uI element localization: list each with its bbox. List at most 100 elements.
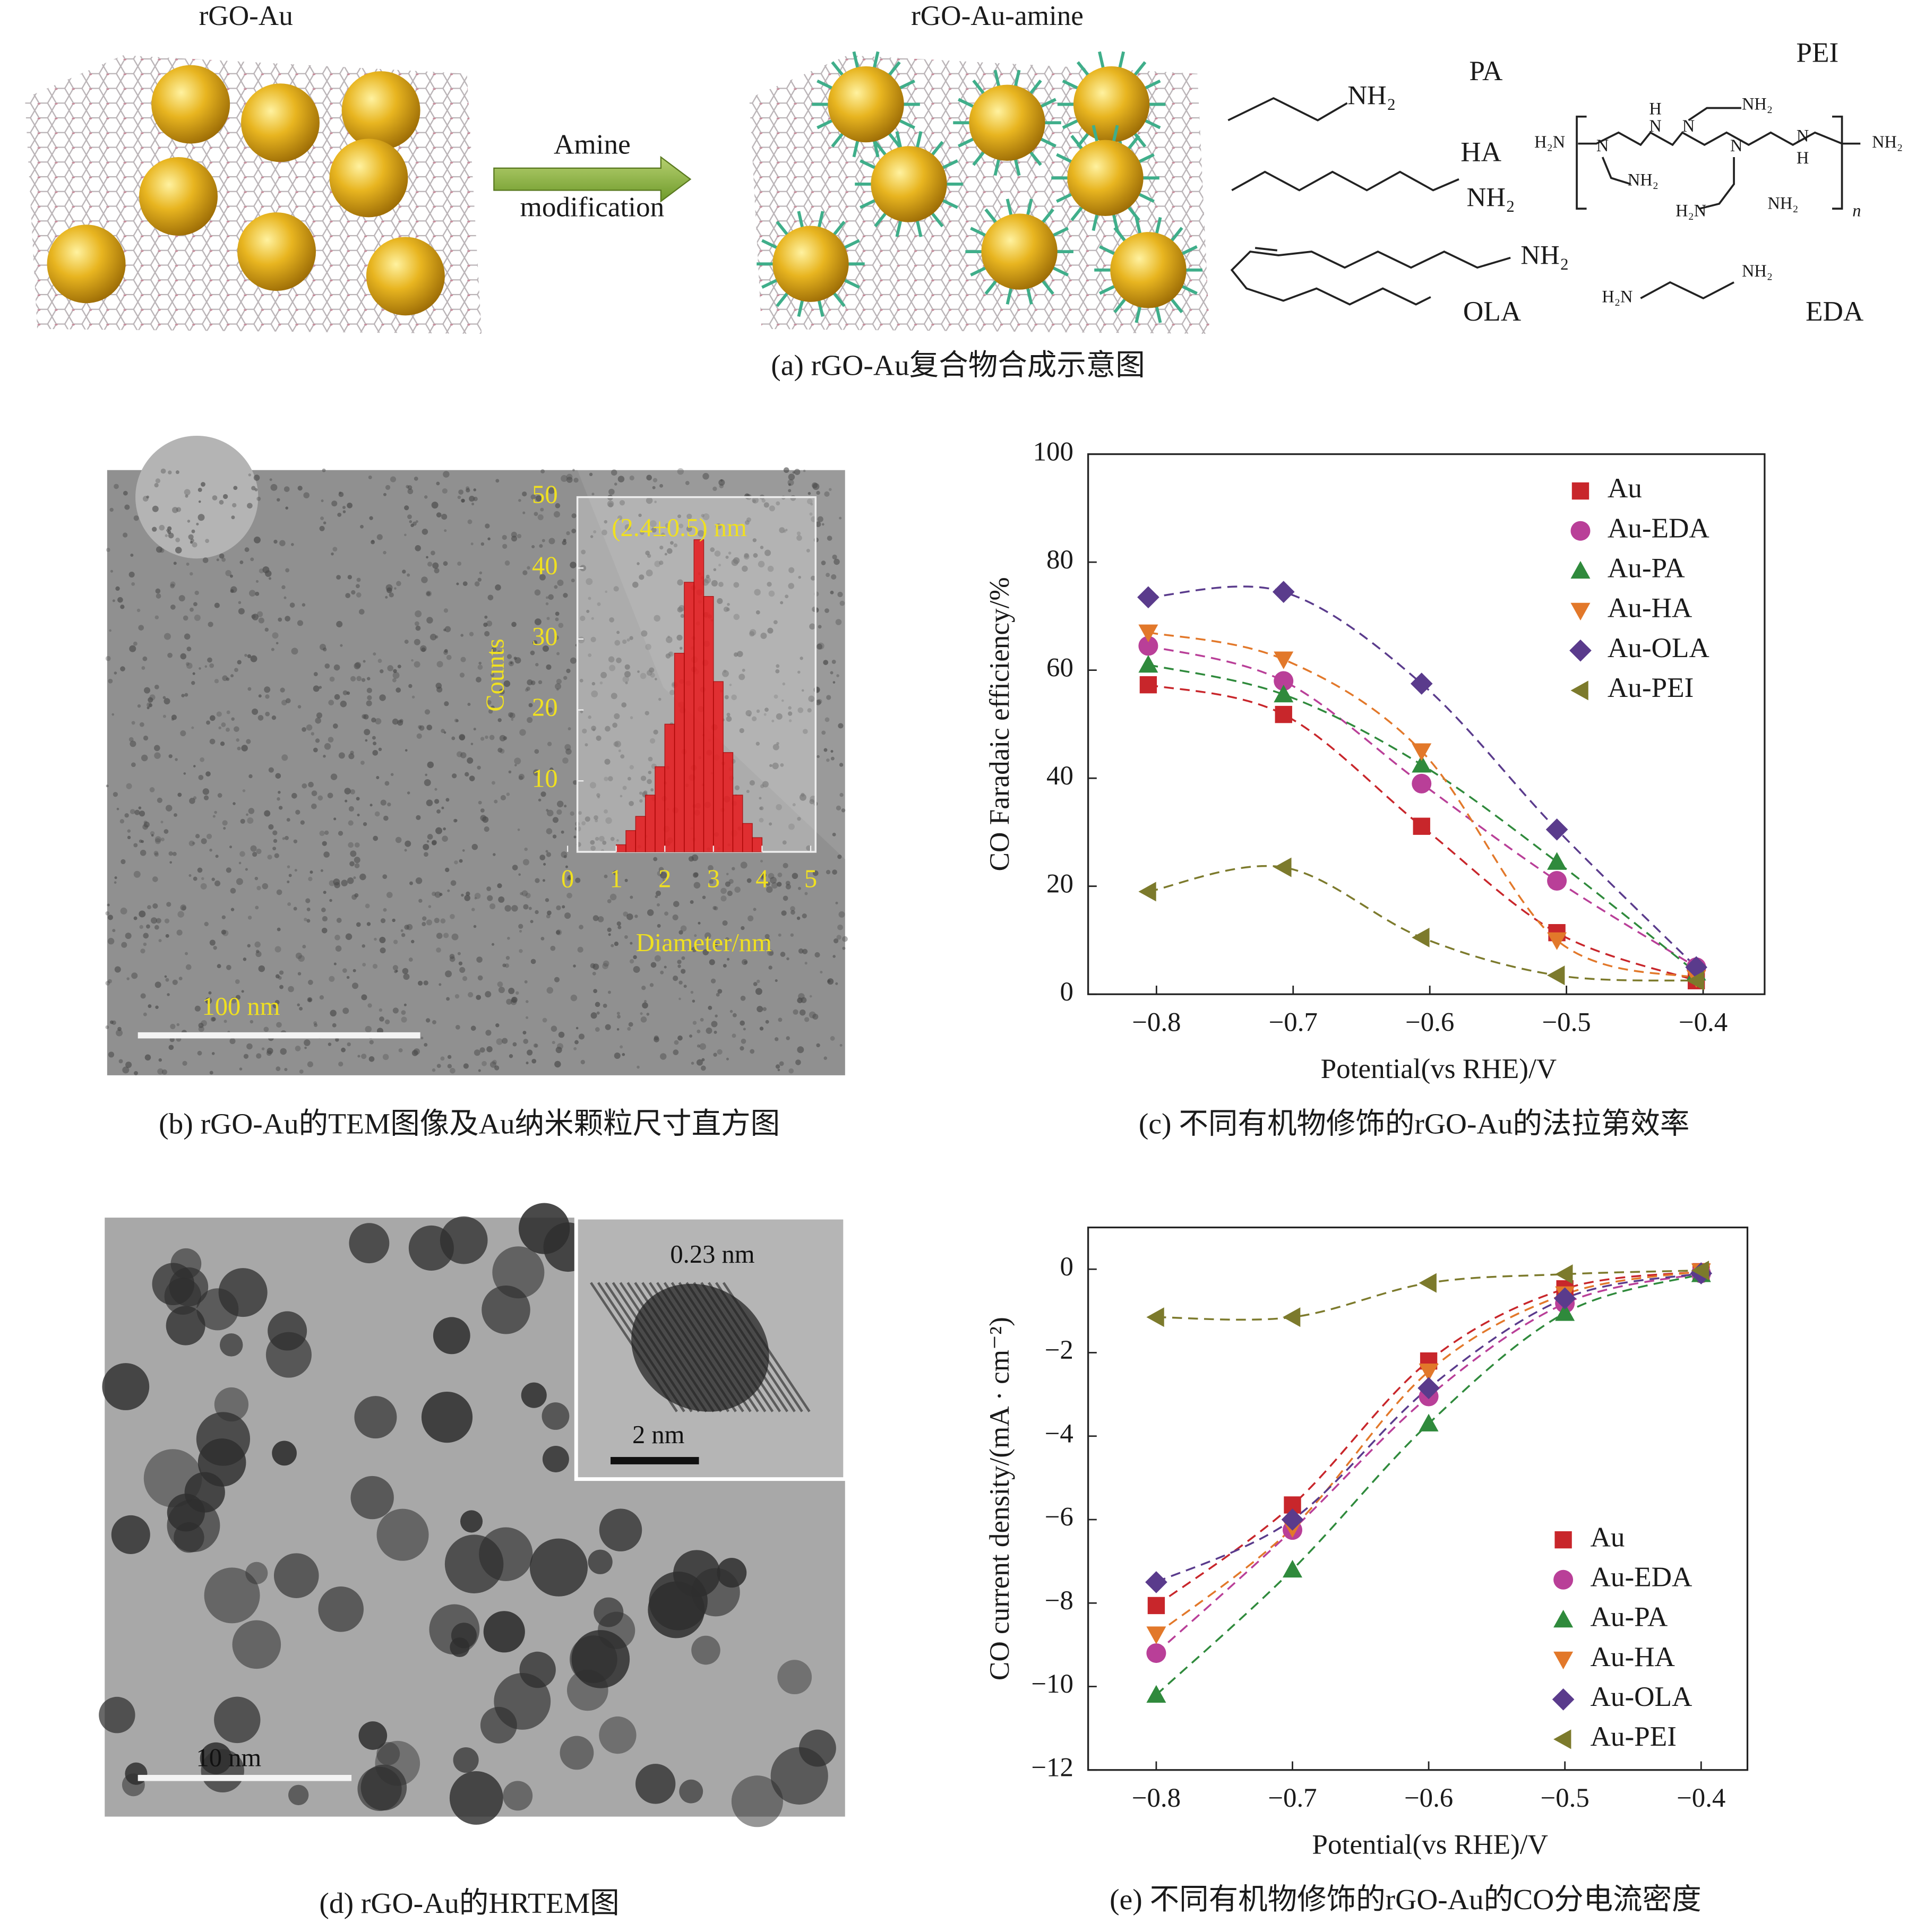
speck — [562, 757, 569, 764]
speck — [277, 797, 280, 801]
speck — [277, 498, 280, 502]
speck — [268, 577, 272, 580]
legend-marker — [1553, 1569, 1574, 1590]
speck — [245, 868, 248, 871]
amine-ligand — [1127, 134, 1140, 150]
amine-ligand — [1155, 217, 1162, 235]
speck — [297, 486, 303, 491]
speck — [487, 537, 491, 540]
speck — [282, 837, 285, 840]
x-tick-label: 3 — [707, 865, 720, 893]
y-tick-label: −10 — [1031, 1669, 1073, 1699]
speck — [842, 936, 848, 942]
speck — [183, 772, 186, 775]
nanoparticle — [460, 1510, 483, 1533]
speck — [369, 516, 373, 520]
speck — [781, 910, 787, 916]
speck — [379, 1016, 384, 1022]
speck — [164, 698, 170, 705]
speck — [308, 781, 314, 788]
speck — [133, 641, 138, 646]
nanoparticle — [350, 1476, 394, 1520]
speck — [732, 1013, 737, 1017]
hist-bar — [635, 816, 646, 852]
speck — [175, 470, 179, 475]
speck — [159, 524, 165, 531]
speck — [196, 522, 199, 526]
speck — [526, 1000, 529, 1003]
amine-ligand — [831, 132, 845, 148]
speck — [380, 799, 386, 806]
speck — [823, 660, 829, 665]
speck — [547, 707, 553, 713]
speck — [268, 767, 274, 773]
speck — [728, 551, 732, 555]
speck — [753, 908, 757, 911]
speck — [647, 909, 654, 916]
speck — [308, 876, 313, 882]
speck — [266, 1050, 272, 1056]
nanoparticle — [479, 1527, 533, 1581]
speck — [256, 1053, 262, 1059]
speck — [113, 792, 118, 797]
legend-marker — [1554, 1531, 1572, 1549]
speck — [509, 712, 515, 719]
speck — [809, 799, 815, 805]
amine-ligand — [761, 278, 778, 289]
speck — [732, 867, 735, 870]
speck — [426, 919, 433, 926]
speck — [708, 1005, 712, 1010]
speck — [476, 677, 482, 683]
speck — [585, 743, 588, 747]
speck — [287, 881, 290, 884]
speck — [696, 1059, 703, 1066]
speck — [280, 1048, 287, 1055]
amine-name: OLA — [1463, 296, 1522, 327]
speck — [466, 891, 470, 896]
chem-group: NH₂ — [1467, 183, 1515, 213]
speck — [659, 545, 664, 550]
speck — [486, 1046, 493, 1053]
speck — [804, 962, 807, 965]
amine-ligand — [1133, 132, 1147, 148]
speck — [740, 995, 746, 1001]
speck — [441, 514, 448, 520]
speck — [647, 779, 652, 784]
speck — [330, 1010, 337, 1017]
speck — [614, 640, 621, 646]
fit-line — [1148, 585, 1697, 968]
speck — [750, 1049, 755, 1054]
speck — [702, 949, 709, 955]
speck — [208, 991, 212, 995]
speck — [489, 735, 495, 740]
speck — [826, 695, 831, 700]
speck — [401, 933, 406, 937]
speck — [534, 749, 539, 754]
speck — [479, 1047, 485, 1053]
speck — [427, 834, 433, 840]
speck — [120, 605, 125, 609]
speck — [175, 537, 181, 542]
speck — [474, 893, 481, 899]
speck — [691, 854, 699, 861]
speck — [278, 617, 282, 622]
speck — [315, 738, 320, 743]
speck — [419, 725, 425, 731]
speck — [788, 489, 792, 493]
speck — [258, 965, 265, 972]
speck — [664, 965, 667, 969]
speck — [726, 873, 729, 876]
speck — [371, 540, 375, 545]
speck — [797, 707, 804, 713]
speck — [692, 1021, 697, 1025]
speck — [428, 905, 432, 908]
speck — [414, 639, 420, 645]
speck — [354, 857, 360, 864]
speck — [382, 1054, 389, 1060]
speck — [150, 831, 155, 836]
speck — [507, 936, 510, 940]
speck — [443, 731, 446, 734]
speck — [565, 748, 572, 755]
speck — [769, 764, 772, 767]
